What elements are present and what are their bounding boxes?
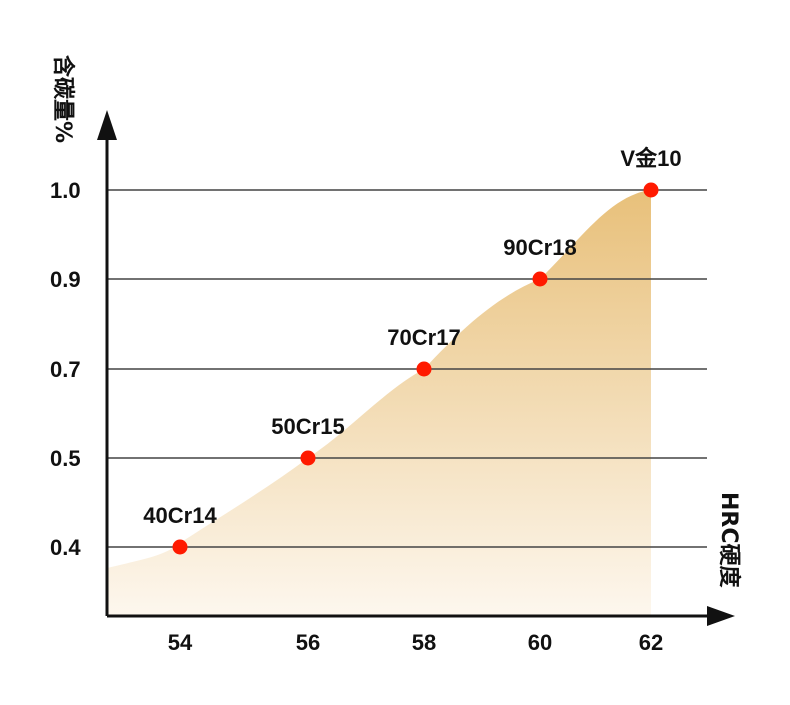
data-point-label: 90Cr18 bbox=[503, 235, 576, 260]
data-point bbox=[172, 539, 188, 555]
x-axis-title: HRC硬度 bbox=[716, 492, 742, 588]
x-tick-label: 54 bbox=[168, 630, 193, 655]
data-point-label: 50Cr15 bbox=[271, 414, 344, 439]
y-tick-label: 1.0 bbox=[50, 178, 81, 203]
data-point bbox=[643, 182, 659, 198]
y-tick-label: 0.7 bbox=[50, 357, 81, 382]
x-tick-label: 56 bbox=[296, 630, 320, 655]
x-axis-arrow-icon bbox=[707, 606, 735, 626]
data-point-label: 40Cr14 bbox=[143, 503, 217, 528]
data-point-label: V金10 bbox=[620, 146, 681, 171]
data-point-label: 70Cr17 bbox=[387, 325, 460, 350]
x-tick-label: 60 bbox=[528, 630, 552, 655]
data-point bbox=[532, 271, 548, 287]
data-point bbox=[300, 450, 316, 466]
y-tick-label: 0.4 bbox=[50, 535, 81, 560]
area-fill bbox=[107, 190, 651, 616]
y-tick-label: 0.9 bbox=[50, 267, 81, 292]
y-tick-label: 0.5 bbox=[50, 446, 81, 471]
x-tick-label: 58 bbox=[412, 630, 436, 655]
data-point bbox=[416, 361, 432, 377]
y-axis-arrow-icon bbox=[97, 110, 117, 140]
x-tick-label: 62 bbox=[639, 630, 663, 655]
y-axis-title: 含碳量% bbox=[50, 55, 76, 143]
